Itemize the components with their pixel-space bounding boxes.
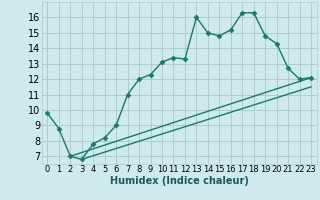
X-axis label: Humidex (Indice chaleur): Humidex (Indice chaleur) [110,176,249,186]
